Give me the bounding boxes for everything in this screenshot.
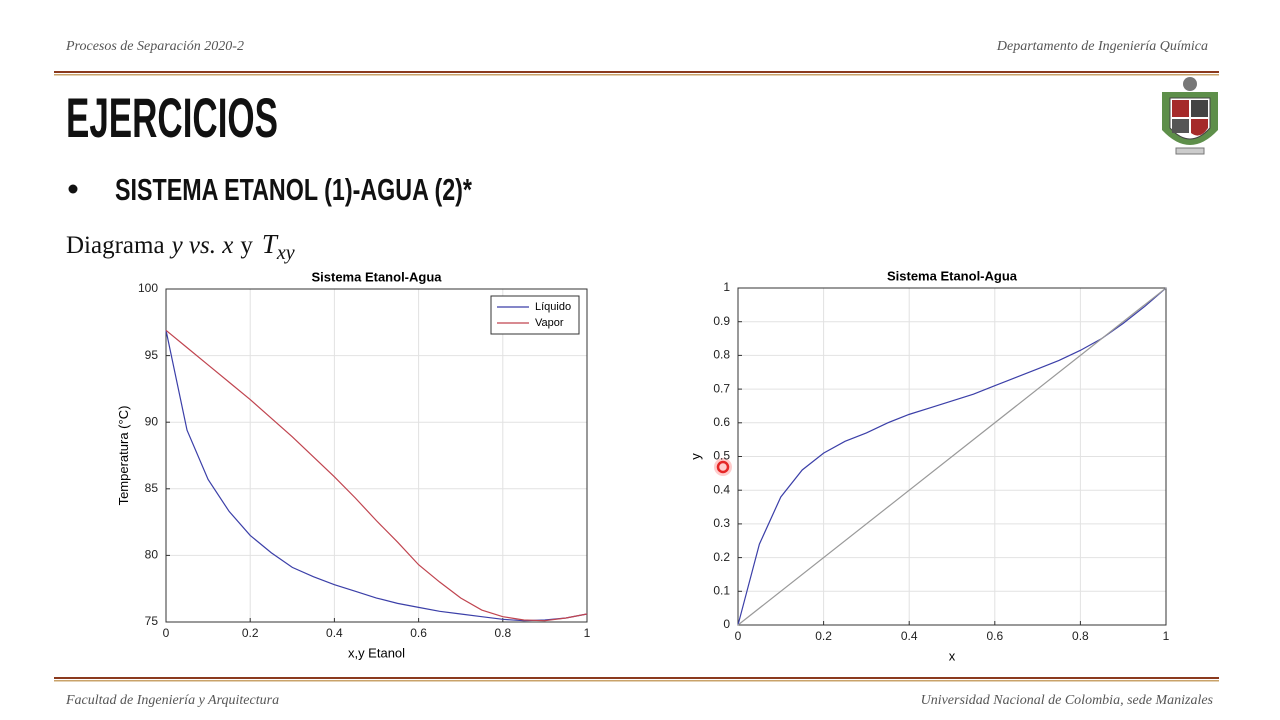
- series-line: [737, 287, 1167, 626]
- x-tick-label: 0: [735, 629, 742, 643]
- series-line: [737, 287, 1167, 626]
- x-tick-label: 1: [584, 626, 591, 640]
- y-tick-label: 80: [145, 548, 159, 562]
- header-left: Procesos de Separación 2020-2: [65, 39, 244, 54]
- subtitle-text: Diagrama: [66, 232, 165, 259]
- y-tick-label: 95: [145, 348, 159, 362]
- header-right: Departamento de Ingeniería Química: [996, 39, 1208, 54]
- y-axis-label: y: [688, 453, 703, 460]
- x-tick-label: 0.8: [1072, 629, 1089, 643]
- y-tick-label: 85: [145, 481, 159, 495]
- legend-box: [490, 295, 580, 335]
- y-tick-label: 90: [145, 414, 159, 428]
- plot-frame: [737, 287, 1167, 626]
- subtitle-joiner: y: [240, 232, 253, 259]
- cursor: [714, 458, 732, 476]
- x-axis-label: x,y Etanol: [348, 645, 405, 660]
- chart: 0 0.2 0.4 0.6 0.8 1 75 80 85 90 95 100 Sistema Etano…: [116, 269, 591, 660]
- rule: [54, 74, 1219, 76]
- plot-area: [166, 289, 587, 622]
- x-tick-label: 0.6: [410, 626, 427, 640]
- slide-title: EJERCICIOS: [66, 86, 278, 149]
- y-tick-label: 0.8: [713, 348, 730, 362]
- x-tick-label: 0.4: [326, 626, 343, 640]
- cursor: [716, 460, 730, 474]
- y-tick-label: 0: [723, 617, 730, 631]
- x-tick-label: 0.2: [242, 626, 259, 640]
- bullet-text: SISTEMA ETANOL (1)-AGUA (2)*: [115, 172, 473, 207]
- y-tick-label: 0.3: [713, 516, 730, 530]
- y-tick-label: 0.7: [713, 381, 730, 395]
- rule: [54, 71, 1219, 73]
- y-tick-label: 0.4: [713, 482, 730, 496]
- y-tick-label: 0.2: [713, 550, 730, 564]
- y-tick-label: 1: [723, 280, 730, 294]
- legend-label: Vapor: [535, 317, 564, 329]
- chart: 0 0.2 0.4 0.6 0.8 1 0 0.1 0.2 0.3 0.4 0.5 0.6 0.7 0.8 0…: [688, 268, 1170, 663]
- legend-label: Líquido: [535, 301, 571, 313]
- y-tick-label: 75: [145, 614, 159, 628]
- x-tick-label: 0.2: [815, 629, 832, 643]
- plot-frame: [165, 288, 588, 623]
- x-tick-label: 1: [1163, 629, 1170, 643]
- x-tick-label: 0.4: [901, 629, 918, 643]
- series-line: [165, 329, 588, 622]
- x-axis-label: x: [949, 648, 956, 663]
- subtitle-subscript: xy: [276, 242, 295, 264]
- y-tick-label: 0.6: [713, 415, 730, 429]
- y-tick-label: 0.5: [713, 449, 730, 463]
- x-tick-label: 0: [163, 626, 170, 640]
- x-tick-label: 0.8: [494, 626, 511, 640]
- footer-right: Universidad Nacional de Colombia, sede M…: [921, 693, 1214, 708]
- series-line: [165, 330, 588, 622]
- footer-left: Facultad de Ingeniería y Arquitectura: [65, 693, 279, 708]
- rule: [54, 677, 1219, 679]
- chart-title: Sistema Etanol-Agua: [887, 268, 1018, 283]
- y-tick-label: 0.1: [713, 583, 730, 597]
- subtitle-symbol: T: [262, 229, 279, 259]
- y-tick-label: 100: [138, 281, 158, 295]
- bullet-dot: [68, 184, 78, 194]
- logo: [1162, 77, 1218, 155]
- x-tick-label: 0.6: [986, 629, 1003, 643]
- subtitle: Diagrama y vs. x y Txy: [66, 229, 295, 264]
- y-tick-label: 0.9: [713, 314, 730, 328]
- y-axis-label: Temperatura (°C): [116, 406, 131, 506]
- chart-title: Sistema Etanol-Agua: [311, 269, 442, 284]
- subtitle-math: y vs. x: [169, 232, 234, 259]
- rule: [54, 680, 1219, 682]
